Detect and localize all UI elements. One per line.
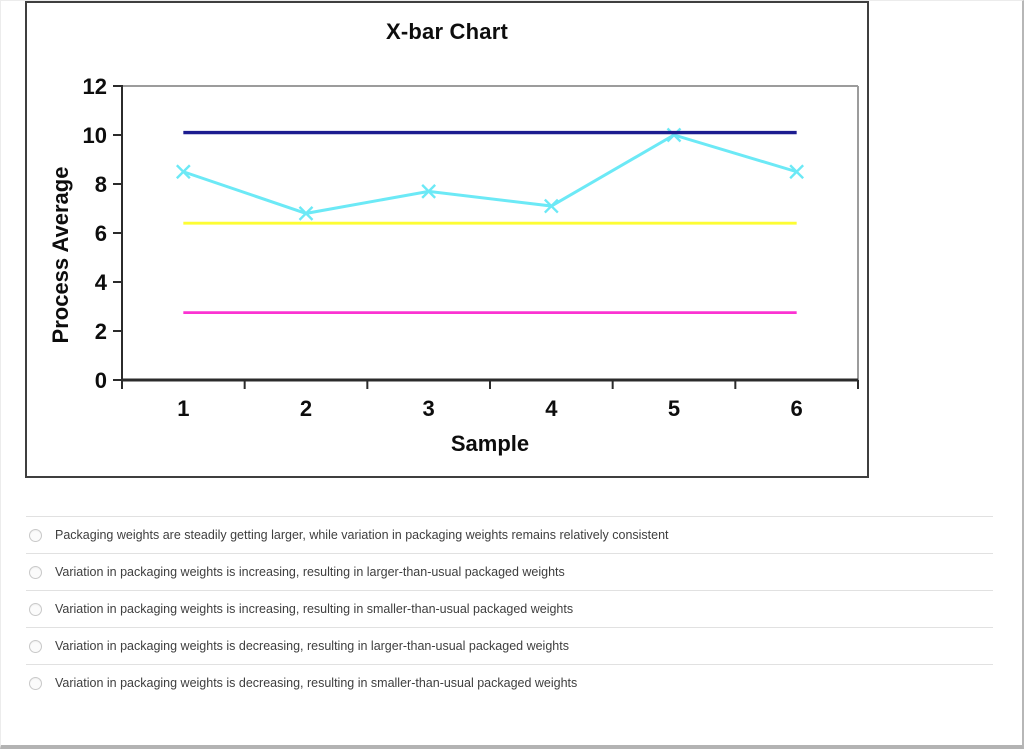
series-marker-x-icon [666, 127, 682, 143]
answer-option-5[interactable]: Variation in packaging weights is decrea… [26, 664, 993, 701]
answer-option-4[interactable]: Variation in packaging weights is decrea… [26, 627, 993, 664]
series-marker-x-icon [421, 184, 437, 199]
x-axis-title: Sample [450, 431, 530, 456]
x-axis-tick-label: 6 [791, 396, 803, 421]
answer-option-label: Variation in packaging weights is decrea… [55, 639, 569, 653]
series-line [182, 133, 798, 215]
radio-button-icon[interactable] [29, 602, 42, 616]
y-axis-title: Process Average [48, 166, 73, 344]
x-axis-tick-label: 2 [300, 396, 312, 421]
radio-button-icon[interactable] [29, 639, 42, 653]
answer-option-3[interactable]: Variation in packaging weights is increa… [26, 590, 993, 627]
series-marker-x-icon [175, 164, 191, 180]
x-axis-tick-label: 5 [668, 396, 680, 421]
radio-button-icon[interactable] [29, 528, 42, 542]
answer-option-2[interactable]: Variation in packaging weights is increa… [26, 553, 993, 590]
y-axis-tick-label: 8 [95, 172, 107, 197]
answer-option-label: Variation in packaging weights is decrea… [55, 676, 578, 690]
answer-option-label: Variation in packaging weights is increa… [55, 565, 565, 579]
xbar-chart-card: X-bar Chart 0 2 4 6 8 10 12 1 2 3 4 5 6 Process Aver… [25, 1, 869, 478]
y-axis-tick-label: 10 [83, 123, 107, 148]
answer-option-label: Packaging weights are steadily getting l… [55, 528, 669, 542]
series-marker-x-icon [298, 206, 314, 221]
radio-button-icon[interactable] [29, 565, 42, 579]
x-axis-tick-label: 1 [177, 396, 189, 421]
y-axis-tick-label: 12 [83, 74, 107, 99]
y-axis-tick-label: 0 [95, 368, 107, 393]
y-axis-tick-label: 6 [95, 221, 107, 246]
series-marker-x-icon [789, 164, 805, 180]
y-axis-tick-label: 2 [95, 319, 107, 344]
x-axis-tick-label: 4 [545, 396, 558, 421]
answer-option-1[interactable]: Packaging weights are steadily getting l… [26, 516, 993, 553]
chart-title: X-bar Chart [386, 19, 508, 44]
answer-option-label: Variation in packaging weights is increa… [55, 602, 574, 616]
answer-options: Packaging weights are steadily getting l… [26, 516, 993, 701]
series-marker-x-icon [543, 198, 559, 214]
radio-button-icon[interactable] [29, 676, 42, 690]
y-axis-tick-label: 4 [95, 270, 108, 295]
x-axis-tick-label: 3 [423, 396, 435, 421]
